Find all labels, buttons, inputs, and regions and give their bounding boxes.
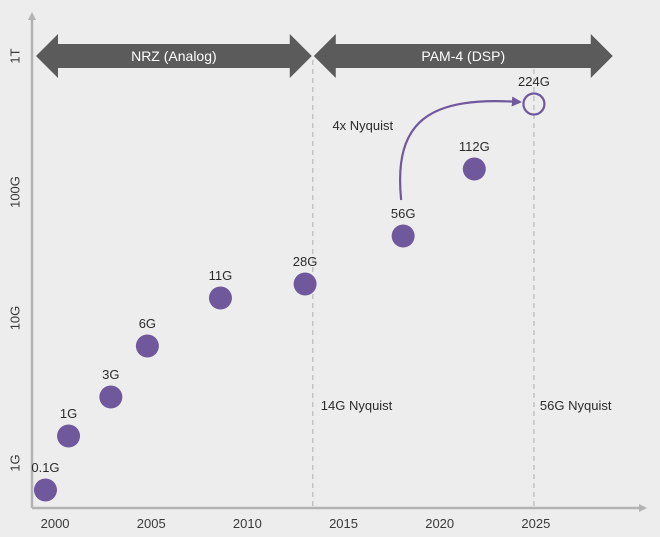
x-tick-2000: 2000 — [41, 516, 70, 531]
data-label-112G: 112G — [459, 139, 490, 154]
banner-label-0: NRZ (Analog) — [131, 48, 217, 64]
data-point-112G — [462, 157, 486, 181]
data-label-3G: 3G — [102, 367, 119, 382]
data-label-6G: 6G — [139, 316, 156, 331]
x-tick-2005: 2005 — [137, 516, 166, 531]
nyquist-arrow-label: 4x Nyquist — [332, 118, 393, 133]
data-label-28G: 28G — [293, 254, 318, 269]
x-tick-labels: 2000 2005 2010 2015 2020 2025 — [41, 516, 551, 531]
y-tick-100G: 100G — [7, 176, 22, 208]
data-points — [33, 92, 546, 502]
data-label-56G: 56G — [391, 206, 416, 221]
banner-arrow-1 — [313, 34, 613, 78]
data-point-11G — [208, 286, 232, 310]
data-point-224G — [522, 92, 546, 116]
data-labels: 0.1G 1G 3G 6G 11G 28G 56G 112G 224G — [31, 74, 549, 475]
banner-arrow-0 — [36, 34, 312, 78]
reference-lines: 14G Nyquist 56G Nyquist — [312, 60, 612, 506]
data-point-6G — [135, 334, 159, 358]
data-point-1G — [57, 424, 81, 448]
x-tick-2015: 2015 — [329, 516, 358, 531]
x-tick-2010: 2010 — [233, 516, 262, 531]
data-point-3G — [99, 385, 123, 409]
reference-line-label-0: 14G Nyquist — [321, 398, 393, 413]
data-point-0.1G — [33, 478, 57, 502]
data-point-56G — [391, 224, 415, 248]
y-tick-1G: 1G — [7, 454, 22, 471]
axes — [28, 12, 647, 512]
x-tick-2020: 2020 — [425, 516, 454, 531]
data-label-224G: 224G — [518, 74, 550, 89]
banner-label-1: PAM-4 (DSP) — [421, 48, 505, 64]
reference-line-label-1: 56G Nyquist — [540, 398, 612, 413]
data-point-28G — [293, 272, 317, 296]
y-tick-10G: 10G — [7, 306, 22, 331]
y-tick-labels: 1G 10G 100G 1T — [7, 48, 22, 471]
nyquist-arrow — [399, 96, 522, 201]
data-label-0.1G: 0.1G — [31, 460, 59, 475]
data-label-11G: 11G — [209, 268, 233, 283]
y-tick-1T: 1T — [7, 48, 22, 63]
data-label-1G: 1G — [60, 406, 77, 421]
x-tick-2025: 2025 — [521, 516, 550, 531]
nyquist-annotation: 4x Nyquist — [332, 96, 522, 201]
banners: NRZ (Analog) PAM-4 (DSP) — [36, 34, 613, 78]
